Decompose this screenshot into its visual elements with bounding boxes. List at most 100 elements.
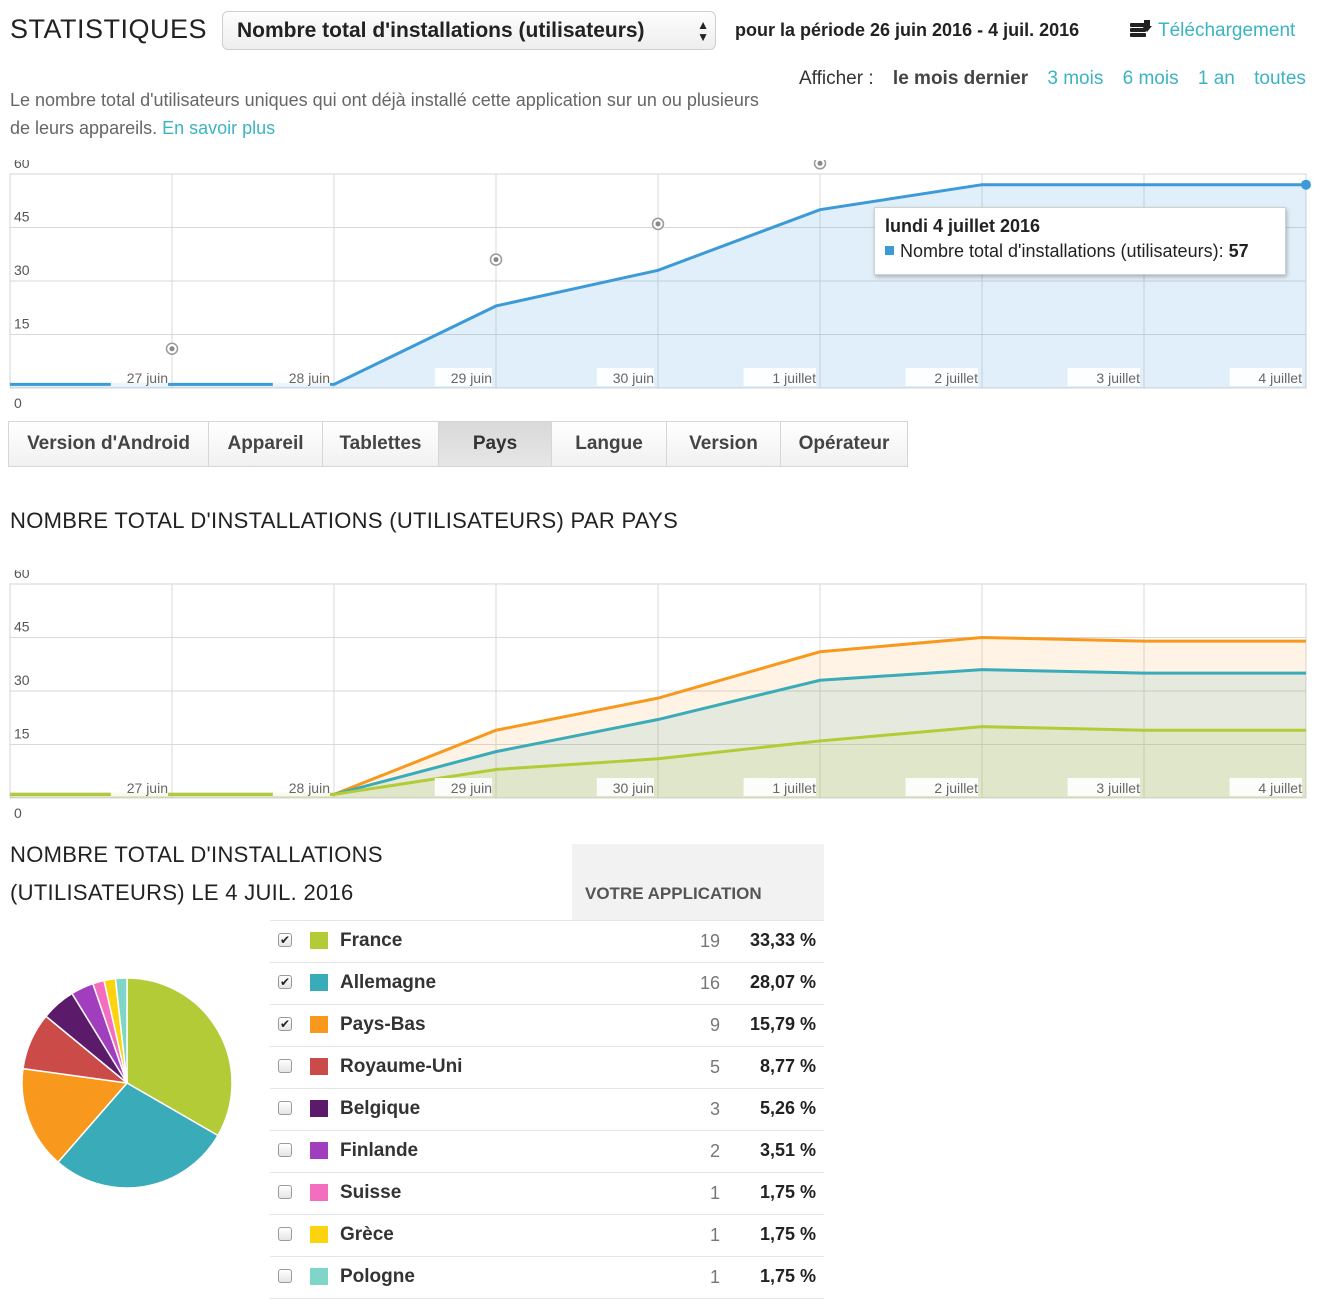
install-count: 19	[699, 931, 720, 951]
row-checkbox[interactable]: ✔	[278, 933, 292, 947]
pie-section-title: NOMBRE TOTAL D'INSTALLATIONS (UTILISATEU…	[10, 836, 383, 912]
x-tick-bg	[110, 778, 168, 796]
hover-point	[1301, 179, 1311, 190]
x-tick-bg	[1067, 778, 1140, 796]
install-count: 9	[709, 1015, 720, 1035]
row-checkbox[interactable]	[278, 1059, 292, 1073]
range-6-months[interactable]: 6 mois	[1122, 68, 1179, 89]
metric-select[interactable]: Nombre total d'installations (utilisateu…	[222, 11, 716, 50]
learn-more-link[interactable]: En savoir plus	[162, 118, 276, 138]
column-header-your-app: VOTRE APPLICATION	[572, 844, 824, 921]
x-tick-label: 28 juin	[289, 370, 330, 386]
pie-slice	[114, 977, 128, 1084]
tooltip-value: 57	[1228, 241, 1249, 261]
row-checkbox[interactable]: ✔	[278, 1017, 292, 1031]
table-row: ✔ France 19 33,33 %	[270, 920, 824, 963]
row-checkbox[interactable]	[278, 1269, 292, 1283]
table-row: Pologne 1 1,75 %	[270, 1256, 824, 1299]
install-percentage: 1,75 %	[759, 1266, 816, 1286]
x-tick-bg	[743, 778, 816, 796]
series-area	[10, 669, 1306, 798]
table-row: Royaume-Uni 5 8,77 %	[270, 1046, 824, 1089]
x-tick-bg	[1229, 368, 1302, 386]
tab-device[interactable]: Appareil	[208, 421, 323, 467]
x-tick-label: 29 juin	[451, 370, 492, 386]
pie-slice	[56, 1082, 219, 1189]
country-name: Grèce	[340, 1224, 394, 1245]
download-label: Téléchargement	[1158, 20, 1296, 41]
download-link[interactable]: Téléchargement	[1128, 19, 1295, 42]
tab-android-version[interactable]: Version d'Android	[8, 421, 209, 467]
x-tick-bg	[596, 368, 654, 386]
description-text: Le nombre total d'utilisateurs uniques q…	[10, 90, 759, 138]
install-count: 1	[709, 1267, 720, 1287]
country-installs-chart-svg: 0 15 30 45 60 27 juin 28 juin 29 juin 30 juin 1 j…	[9, 570, 1307, 821]
y-tick-label: 60	[14, 160, 30, 171]
install-percentage: 33,33 %	[749, 930, 816, 950]
tab-language[interactable]: Langue	[551, 421, 667, 467]
pie-title-line-2: (UTILISATEURS) LE 4 JUIL. 2016	[10, 880, 354, 905]
x-tick-label: 28 juin	[289, 780, 330, 796]
country-name: Pologne	[340, 1266, 415, 1287]
tab-version[interactable]: Version	[666, 421, 781, 467]
install-count: 5	[709, 1057, 720, 1077]
total-installs-chart-svg: 0 15 30 45 60 27 juin 28 juin 29 juin 30 juin 1 j…	[9, 160, 1311, 411]
country-name: France	[340, 930, 403, 951]
range-last-month[interactable]: le mois dernier	[892, 68, 1029, 89]
x-tick-label: 1 juillet	[772, 780, 816, 796]
metric-select-value: Nombre total d'installations (utilisateu…	[237, 19, 645, 42]
x-tick-label: 1 juillet	[772, 370, 816, 386]
pie-title-line-1: NOMBRE TOTAL D'INSTALLATIONS	[10, 842, 383, 867]
range-all[interactable]: toutes	[1254, 68, 1306, 89]
table-row: Finlande 2 3,51 %	[270, 1130, 824, 1173]
install-percentage: 28,07 %	[749, 972, 816, 992]
install-percentage: 3,51 %	[759, 1140, 816, 1160]
country-table: ✔ France 19 33,33 % ✔ Allemagne 16 28,07 % ✔ Pays…	[270, 920, 824, 1299]
x-tick-label: 4 juillet	[1258, 780, 1302, 796]
tooltip-series: Nombre total d'installations (utilisateu…	[900, 241, 1224, 261]
page-title: STATISTIQUES	[10, 14, 208, 44]
x-tick-bg	[1067, 368, 1140, 386]
tab-country[interactable]: Pays	[438, 421, 552, 467]
row-checkbox[interactable]	[278, 1143, 292, 1157]
row-checkbox[interactable]	[278, 1227, 292, 1241]
annotation-marker-dot	[493, 257, 499, 263]
row-checkbox[interactable]: ✔	[278, 975, 292, 989]
install-percentage: 1,75 %	[759, 1224, 816, 1244]
country-pie-svg	[21, 977, 233, 1189]
x-tick-label: 29 juin	[451, 780, 492, 796]
y-tick-label: 30	[14, 672, 30, 688]
country-installs-chart: 0 15 30 45 60 27 juin 28 juin 29 juin 30 juin 1 j…	[0, 570, 1320, 826]
tooltip-swatch	[885, 246, 894, 255]
tab-tablets[interactable]: Tablettes	[322, 421, 439, 467]
install-percentage: 8,77 %	[759, 1056, 816, 1076]
annotation-marker-dot	[169, 346, 175, 352]
country-name: Belgique	[340, 1098, 421, 1119]
x-tick-label: 4 juillet	[1258, 370, 1302, 386]
color-swatch	[310, 1184, 328, 1201]
install-percentage: 5,26 %	[759, 1098, 816, 1118]
y-tick-label: 60	[14, 570, 30, 581]
metric-description: Le nombre total d'utilisateurs uniques q…	[10, 86, 770, 142]
range-label: Afficher :	[799, 68, 874, 89]
pie-slice	[21, 1067, 129, 1164]
dimension-tabs: Version d'Android Appareil Tablettes Pay…	[8, 421, 908, 467]
row-checkbox[interactable]	[278, 1101, 292, 1115]
color-swatch	[310, 1268, 328, 1285]
y-tick-label: 45	[14, 619, 30, 635]
range-1-year[interactable]: 1 an	[1197, 68, 1235, 89]
country-name: Finlande	[340, 1140, 419, 1161]
y-tick-label: 15	[14, 726, 30, 742]
x-tick-bg	[434, 778, 492, 796]
select-arrows-icon: ▲ ▼	[697, 18, 709, 44]
tab-carrier[interactable]: Opérateur	[780, 421, 908, 467]
range-3-months[interactable]: 3 mois	[1047, 68, 1104, 89]
y-tick-label: 0	[14, 395, 22, 411]
x-tick-bg	[110, 368, 168, 386]
color-swatch	[310, 932, 328, 949]
series-line	[10, 725, 1306, 796]
x-tick-label: 3 juillet	[1096, 370, 1140, 386]
country-name: Royaume-Uni	[340, 1056, 463, 1077]
row-checkbox[interactable]	[278, 1185, 292, 1199]
total-installs-chart: 0 15 30 45 60 27 juin 28 juin 29 juin 30 juin 1 j…	[0, 160, 1320, 416]
